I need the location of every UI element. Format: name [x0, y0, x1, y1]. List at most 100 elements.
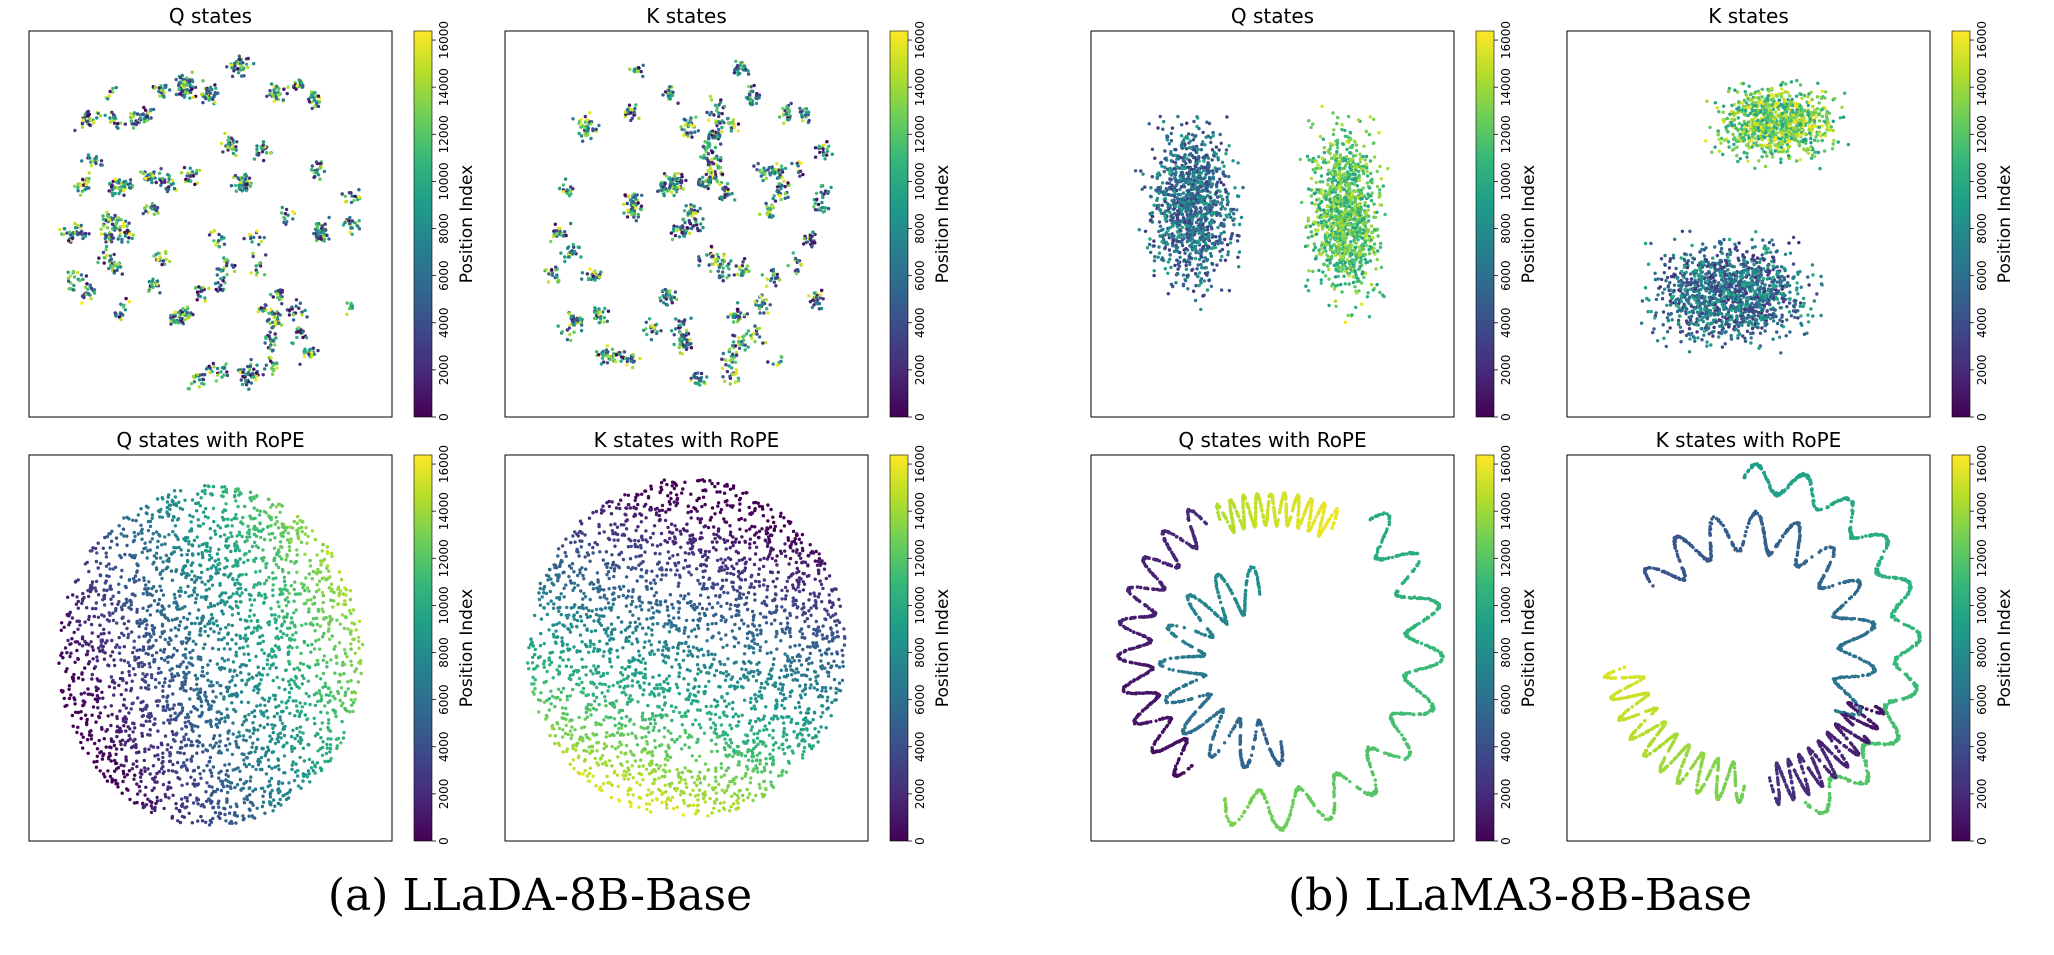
scatter-point	[234, 174, 237, 177]
scatter-point	[292, 313, 295, 316]
scatter-point	[1334, 305, 1337, 308]
scatter-point	[273, 88, 276, 91]
scatter-point	[701, 226, 704, 229]
scatter-point	[738, 347, 741, 350]
scatter-point	[1323, 246, 1326, 249]
scatter-point	[1382, 184, 1385, 187]
scatter-point	[801, 173, 804, 176]
scatter-point	[714, 119, 717, 122]
scatter-point	[1361, 272, 1364, 275]
scatter-point	[724, 193, 727, 196]
scatter-point	[642, 64, 645, 67]
scatter-point	[158, 291, 161, 294]
scatter-point	[90, 164, 93, 167]
scatter-point	[739, 61, 742, 64]
scatter-point	[159, 167, 162, 170]
scatter-point	[257, 310, 260, 313]
scatter-point	[709, 270, 712, 273]
scatter-point	[284, 223, 287, 226]
scatter-point	[795, 272, 798, 275]
scatter-point	[1176, 115, 1179, 118]
scatter-point	[129, 112, 132, 115]
scatter-point	[741, 260, 744, 263]
scatter-point	[634, 206, 637, 209]
scatter-point	[766, 213, 769, 216]
scatter-point	[214, 282, 217, 285]
scatter-point	[298, 363, 301, 366]
scatter-point	[1139, 169, 1142, 172]
scatter-point	[1176, 209, 1179, 212]
scatter-point	[251, 252, 254, 255]
scatter-point	[588, 111, 591, 114]
scatter-point	[1374, 267, 1377, 270]
scatter-point	[710, 158, 713, 161]
scatter-point	[351, 233, 354, 236]
scatter-point	[780, 165, 783, 168]
scatter-point	[309, 96, 312, 99]
scatter-point	[730, 192, 733, 195]
scatter-point	[570, 315, 573, 318]
scatter-point	[294, 305, 297, 308]
scatter-point	[181, 321, 184, 324]
scatter-point	[1168, 142, 1171, 145]
scatter-point	[1158, 220, 1161, 223]
scatter-point	[247, 57, 250, 60]
scatter-point	[814, 208, 817, 211]
scatter-point	[80, 224, 83, 227]
scatter-point	[207, 98, 210, 101]
scatter-point	[1182, 191, 1185, 194]
scatter-point	[179, 76, 182, 79]
scatter-point	[626, 215, 629, 218]
scatter-point	[563, 255, 566, 258]
scatter-point	[781, 170, 784, 173]
scatter-point	[778, 115, 781, 118]
scatter-point	[275, 361, 278, 364]
scatter-point	[580, 134, 583, 137]
scatter-point	[180, 90, 183, 93]
scatter-point	[790, 162, 793, 165]
scatter-point	[1188, 263, 1191, 266]
scatter-point	[694, 116, 697, 119]
scatter-point	[1320, 278, 1323, 281]
scatter-point	[114, 311, 117, 314]
scatter-point	[1146, 246, 1149, 249]
scatter-point	[632, 215, 635, 218]
scatter-point	[1236, 256, 1239, 259]
scatter-point	[270, 367, 273, 370]
scatter-point	[1229, 216, 1232, 219]
scatter-point	[831, 153, 834, 156]
scatter-point	[813, 291, 816, 294]
scatter-point	[108, 116, 111, 119]
scatter-point	[771, 171, 774, 174]
scatter-point	[1163, 215, 1166, 218]
scatter-point	[552, 235, 555, 238]
scatter-point	[694, 372, 697, 375]
scatter-point	[1157, 204, 1160, 207]
scatter-point	[1304, 245, 1307, 248]
scatter-point	[146, 173, 149, 176]
scatter-point	[1328, 241, 1331, 244]
scatter-point	[716, 257, 719, 260]
scatter-point	[1344, 223, 1347, 226]
scatter-point	[798, 175, 801, 178]
scatter-point	[701, 217, 704, 220]
scatter-point	[633, 110, 636, 113]
scatter-point	[718, 133, 721, 136]
scatter-point	[759, 169, 762, 172]
scatter-point	[255, 374, 258, 377]
scatter-point	[1366, 291, 1369, 294]
scatter-point	[220, 142, 223, 145]
scatter-point	[188, 80, 191, 83]
scatter-point	[744, 348, 747, 351]
scatter-point	[275, 85, 278, 88]
scatter-point	[1369, 159, 1372, 162]
scatter-point	[1326, 236, 1329, 239]
scatter-point	[680, 231, 683, 234]
scatter-point	[1355, 149, 1358, 152]
scatter-point	[97, 256, 100, 259]
scatter-point	[733, 71, 736, 74]
scatter-point	[1351, 158, 1354, 161]
scatter-point	[676, 177, 679, 180]
scatter-point	[758, 93, 761, 96]
scatter-point	[557, 324, 560, 327]
